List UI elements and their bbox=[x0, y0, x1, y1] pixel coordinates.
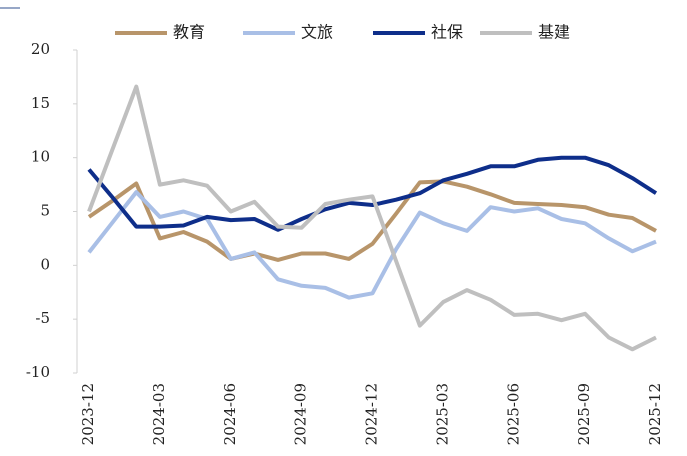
series-line bbox=[87, 179, 657, 262]
x-tick-label: 2023-12 bbox=[79, 383, 97, 445]
x-tick-label: 2024-06 bbox=[221, 383, 239, 445]
x-tick-label: 2024-09 bbox=[292, 383, 310, 445]
y-tick-label: 20 bbox=[31, 40, 50, 58]
x-tick-label: 2025-12 bbox=[646, 383, 664, 445]
x-tick-label: 2025-09 bbox=[575, 383, 593, 445]
y-tick-label: 5 bbox=[40, 202, 50, 220]
series-line bbox=[87, 155, 658, 232]
x-tick-label: 2025-03 bbox=[433, 383, 451, 445]
legend-label: 文旅 bbox=[301, 23, 333, 42]
legend-label: 基建 bbox=[538, 23, 570, 42]
y-tick-label: -5 bbox=[35, 309, 50, 327]
y-tick-label: 15 bbox=[31, 94, 50, 112]
x-tick-label: 2025-06 bbox=[504, 383, 522, 445]
series-line bbox=[87, 190, 657, 300]
legend-label: 社保 bbox=[431, 23, 463, 42]
y-tick-label: 0 bbox=[40, 255, 50, 273]
series-line bbox=[87, 84, 657, 352]
y-tick-label: 10 bbox=[31, 148, 50, 166]
legend-label: 教育 bbox=[173, 23, 205, 42]
x-tick-label: 2024-12 bbox=[363, 383, 381, 445]
x-tick-label: 2024-03 bbox=[150, 383, 168, 445]
y-tick-label: -10 bbox=[26, 363, 50, 381]
